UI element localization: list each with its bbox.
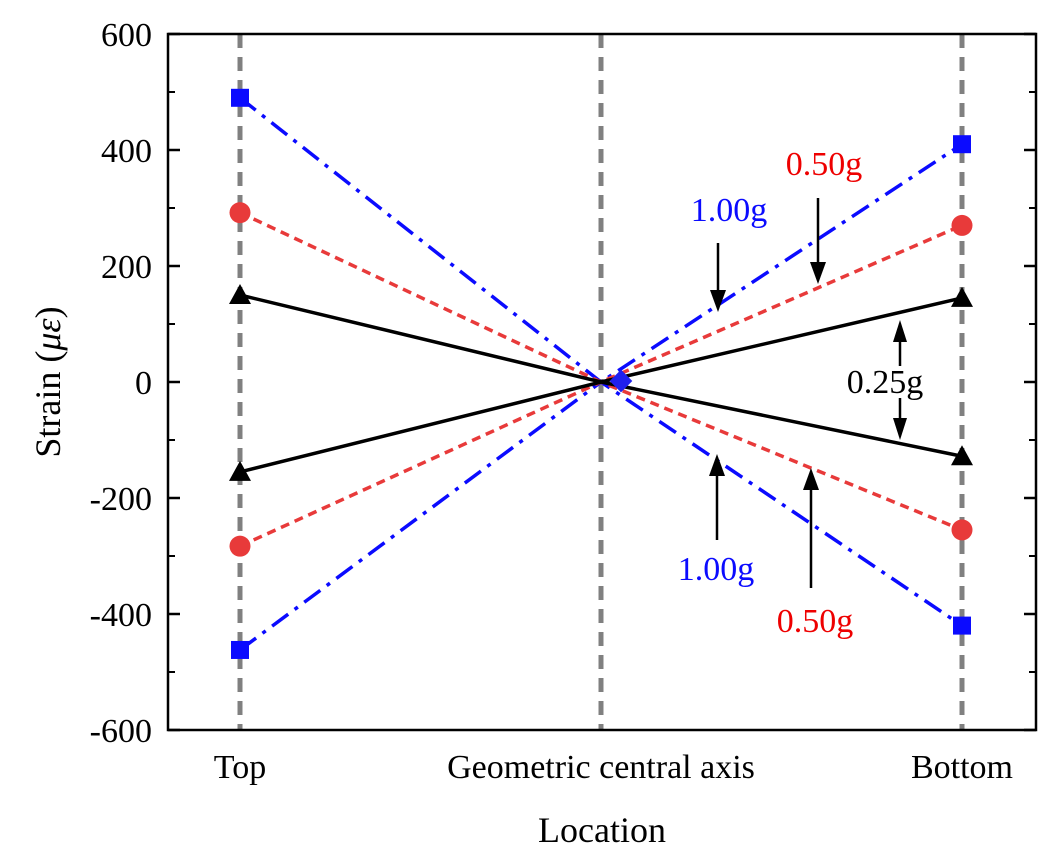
crossing-point-marker	[609, 369, 633, 393]
data-point-0-50g-3-top	[229, 535, 251, 557]
x-axis-title: Location	[538, 810, 666, 850]
annotation-label-0-50g-upper: 0.50g	[786, 146, 863, 183]
data-point-1-00g-0-bottom	[953, 135, 971, 154]
x-tick-label-top: Top	[214, 749, 266, 786]
arrow-1-00g-upper	[710, 243, 726, 312]
arrow-0-50g-lower	[803, 468, 819, 588]
y-tick-label: -600	[90, 713, 152, 750]
y-tick-label: 400	[101, 133, 152, 170]
y-tick-label: 0	[135, 365, 152, 402]
data-point-1-00g-1-top	[231, 640, 249, 659]
data-point-0-25g-4-bottom	[951, 286, 973, 307]
annotation-label-1-00g-lower: 1.00g	[678, 551, 755, 588]
arrow-0-25g-down	[893, 398, 907, 440]
series-line-0-25g-5	[239, 380, 963, 474]
data-point-0-50g-3-bottom	[951, 519, 973, 541]
y-tick-label: 200	[101, 249, 152, 286]
data-point-0-25g-5-bottom	[951, 445, 973, 466]
y-axis-title: Strain (με)	[28, 306, 68, 457]
annotation-label-0-50g-lower: 0.50g	[777, 603, 854, 640]
data-point-1-00g-1-bottom	[953, 616, 971, 635]
y-tick-label: 600	[101, 17, 152, 54]
x-tick-label-bottom: Bottom	[911, 749, 1013, 786]
annotations: 0.50g 1.00g 0.25g 1.00g 0.50g	[678, 146, 924, 640]
arrow-0-25g-up	[893, 320, 907, 366]
markers-layer	[229, 88, 973, 659]
data-point-0-50g-2-top	[229, 202, 251, 224]
data-point-0-50g-2-bottom	[951, 214, 973, 236]
data-point-0-25g-4-top	[229, 284, 251, 304]
y-axis: -600 -400 -200 0 200 400 600	[90, 17, 1036, 750]
annotation-label-1-00g-upper: 1.00g	[691, 192, 768, 229]
data-point-1-00g-0-top	[231, 88, 249, 107]
series-layer	[238, 96, 963, 652]
x-tick-label-geometric-central-axis: Geometric central axis	[447, 749, 755, 786]
annotation-label-0-25g: 0.25g	[847, 364, 924, 401]
data-point-0-25g-5-top	[229, 460, 251, 481]
y-tick-label: -200	[90, 481, 152, 518]
y-tick-label: -400	[90, 597, 152, 634]
x-axis: Top Geometric central axis Bottom	[214, 749, 1013, 786]
arrow-1-00g-lower	[709, 454, 725, 540]
arrow-0-50g-upper	[810, 198, 826, 284]
